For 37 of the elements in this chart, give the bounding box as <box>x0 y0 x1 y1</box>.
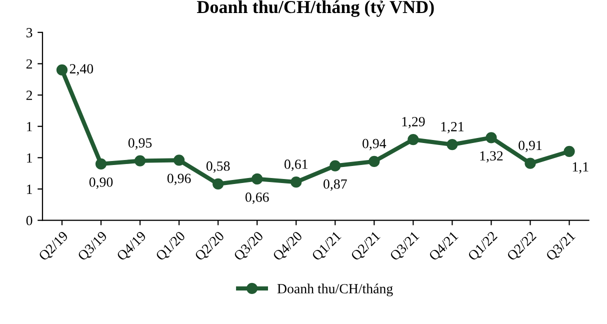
legend-label: Doanh thu/CH/tháng <box>277 284 393 296</box>
y-tick-label: 2 <box>26 59 32 69</box>
y-tick-label: 3 <box>26 28 32 38</box>
point <box>408 134 419 146</box>
point <box>95 158 107 170</box>
point <box>368 156 380 167</box>
y-tick-label: 1 <box>27 122 32 132</box>
y-tick-label: 2 <box>26 90 32 100</box>
data-label: 1,21 <box>441 122 464 134</box>
point <box>486 132 497 144</box>
point <box>56 64 68 76</box>
point <box>252 173 263 185</box>
y-tick-label: 0 <box>26 216 32 226</box>
data-label: 1,29 <box>402 116 425 128</box>
point <box>564 146 575 157</box>
point <box>290 176 302 188</box>
data-label: 0,58 <box>206 161 230 173</box>
data-label: 1,1 <box>572 162 588 174</box>
y-tick-label: 1 <box>27 184 32 194</box>
data-label: 0,61 <box>284 160 308 171</box>
data-label: 0,66 <box>245 192 269 204</box>
chart-title: Doanh thu/CH/tháng (tỷ VND) <box>196 0 434 17</box>
point <box>212 178 224 190</box>
point <box>330 160 341 172</box>
y-tick-label: 1 <box>27 153 32 162</box>
data-label: 0,95 <box>128 138 152 150</box>
data-label: 0,87 <box>324 179 347 191</box>
data-label: 0,96 <box>167 174 191 186</box>
point <box>524 158 536 169</box>
point <box>134 155 146 166</box>
point <box>446 138 458 150</box>
data-label: 2,40 <box>70 64 94 76</box>
data-label: 0,94 <box>362 138 386 150</box>
data-label: 1,32 <box>480 151 503 163</box>
point <box>174 154 185 166</box>
data-label: 0,91 <box>518 140 542 152</box>
data-label: 0,90 <box>89 177 113 189</box>
